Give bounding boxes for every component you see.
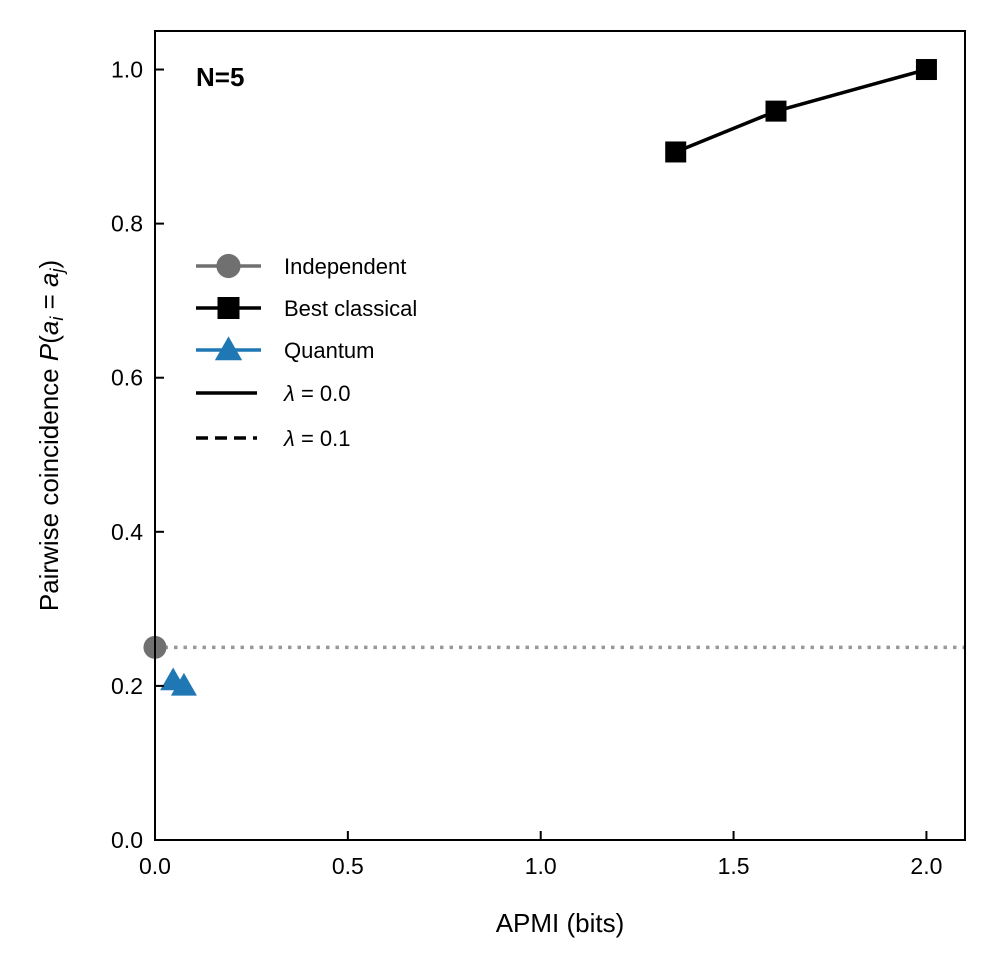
legend-label: Best classical: [284, 296, 417, 321]
panel-label: N=5: [196, 62, 244, 92]
legend-entry: Independent: [196, 253, 406, 279]
y-axis-label-p: P: [34, 343, 64, 361]
y-tick-label: 1.0: [111, 57, 143, 83]
x-tick-label: 1.0: [525, 853, 557, 879]
y-axis-label-sub1: i: [47, 316, 67, 321]
legend-lambda: λ: [283, 426, 295, 451]
y-axis-label-prefix: Pairwise coincidence: [34, 361, 64, 611]
legend-label: λ = 0.1: [283, 426, 350, 451]
legend-entry: λ = 0.1: [196, 426, 350, 451]
legend-label: λ = 0.0: [283, 381, 350, 406]
legend-marker-square: [217, 297, 240, 319]
data-point-square: [665, 141, 687, 163]
data-point-square: [915, 59, 937, 81]
series-quantum: [160, 667, 197, 696]
legend-marker-circle: [216, 253, 241, 279]
ticks-layer: 0.0 0.5 1.0 1.5 2.0 0.0 0.2 0.4 0.6 0.8 1.0: [111, 57, 942, 879]
data-point-square: [765, 100, 787, 122]
y-tick-label: 0.2: [111, 673, 143, 699]
y-tick-label: 0.4: [111, 519, 143, 545]
legend-lambda-value: = 0.0: [295, 381, 351, 406]
series-line: [675, 67, 927, 154]
y-tick-label: 0.0: [111, 827, 143, 853]
legend-label: Quantum: [284, 338, 375, 363]
legend-entry: Quantum: [196, 336, 375, 363]
legend-lambda: λ: [283, 381, 295, 406]
legend-entry: λ = 0.0: [196, 381, 350, 406]
series-best-classical: [665, 59, 937, 163]
y-axis-label-close: ): [34, 260, 64, 269]
x-tick-label: 2.0: [910, 853, 942, 879]
plot-frame: [154, 30, 966, 841]
y-axis-label-eq: =: [34, 287, 64, 317]
x-tick-label: 0.5: [332, 853, 364, 879]
legend-entry: Best classical: [196, 296, 417, 321]
data-point-triangle: [170, 672, 197, 696]
y-axis-label-a1: a: [34, 321, 64, 335]
y-axis-label-open: (: [34, 335, 64, 344]
series-layer: [143, 59, 937, 696]
x-tick-label: 0.0: [139, 853, 171, 879]
x-tick-label: 1.5: [718, 853, 750, 879]
legend-marker-triangle: [214, 336, 243, 361]
y-tick-label: 0.8: [111, 211, 143, 237]
x-axis-label: APMI (bits): [496, 908, 625, 938]
y-axis-label: Pairwise coincidence P(ai = aj): [34, 260, 67, 611]
legend-label: Independent: [284, 254, 406, 279]
y-axis-label-sub2: j: [47, 268, 67, 276]
y-axis-label-a2: a: [34, 273, 64, 287]
legend-lambda-value: = 0.1: [295, 426, 351, 451]
y-tick-label: 0.6: [111, 365, 143, 391]
